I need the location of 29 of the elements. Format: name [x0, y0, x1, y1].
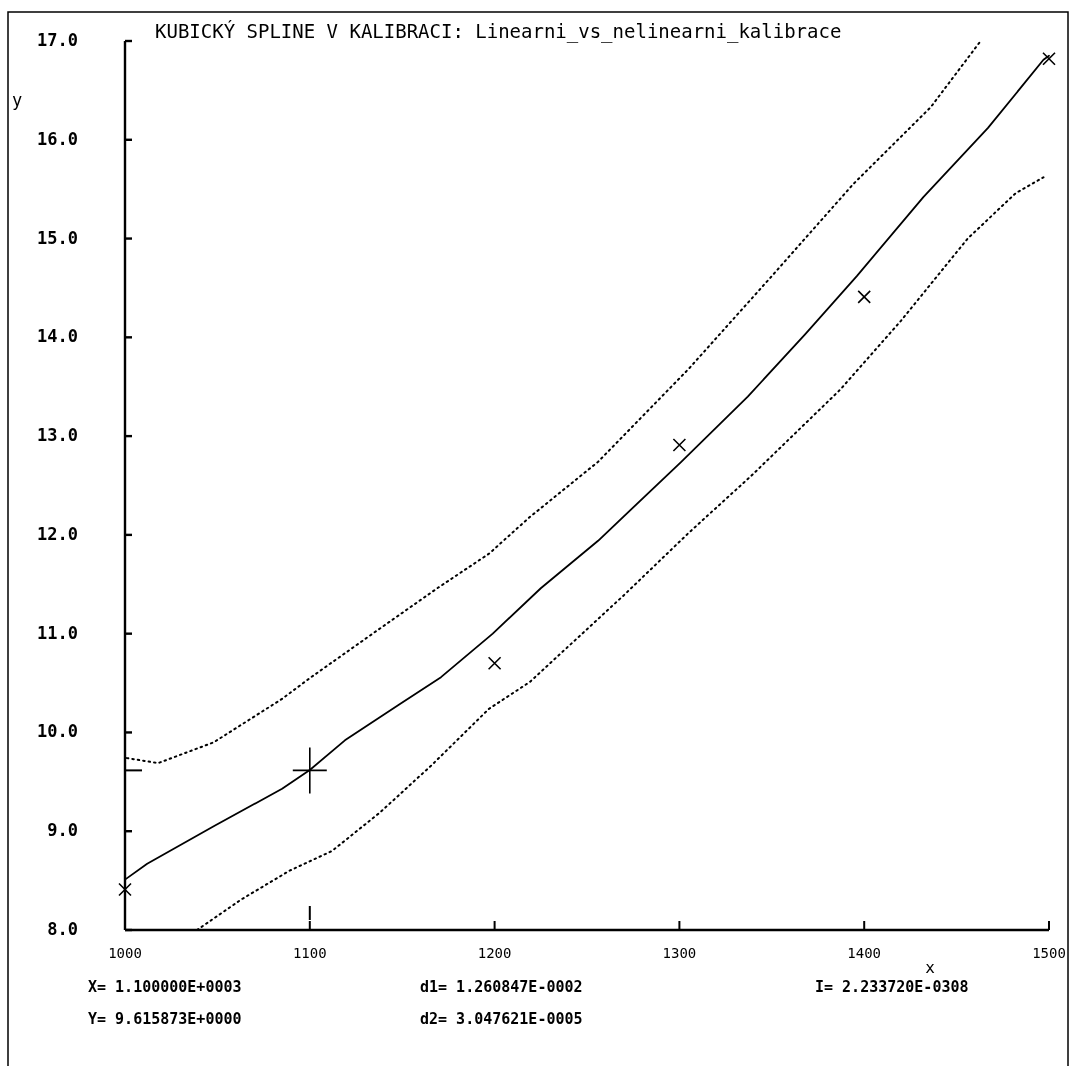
y-tick-label: 10.0	[37, 721, 78, 742]
text: Y= 9.615873E+0000	[88, 1010, 242, 1028]
y-tick-label: 12.0	[37, 523, 78, 544]
x-tick-label: 1100	[292, 945, 327, 961]
x-tick-label: 1000	[108, 945, 142, 961]
y-axis-title: y	[12, 90, 23, 110]
text: d2= 3.047621E-0005	[420, 1010, 583, 1028]
x-tick-label: 1400	[847, 945, 882, 961]
y-tick-label: 15.0	[37, 227, 78, 248]
x-tick-label: 1200	[477, 945, 512, 961]
point	[118, 882, 132, 897]
point	[487, 656, 502, 671]
text: d1= 1.260847E-0002	[420, 978, 583, 996]
y-tick-label: 16.0	[37, 128, 78, 149]
x-tick-label: 1300	[662, 945, 697, 961]
y-tick-label: 17.0	[37, 30, 78, 50]
chart-title: KUBICKÝ SPLINE V KALIBRACI: Linearni_vs_nelinearni_kalibrace	[155, 20, 842, 43]
x-axis-title: x	[925, 958, 936, 977]
point	[1042, 51, 1056, 66]
y-tick-label: 14.0	[37, 326, 78, 347]
y-tick-label: 9.0	[47, 820, 78, 841]
point	[672, 438, 687, 452]
y-tick-label: 13.0	[37, 425, 78, 446]
y-tick-label: 11.0	[37, 622, 78, 643]
point	[857, 290, 871, 304]
text: I= 2.233720E-0308	[815, 978, 969, 996]
x-tick-label: 1500	[1032, 945, 1066, 961]
y-tick-label: 8.0	[47, 919, 78, 939]
text: X= 1.100000E+0003	[88, 978, 242, 996]
